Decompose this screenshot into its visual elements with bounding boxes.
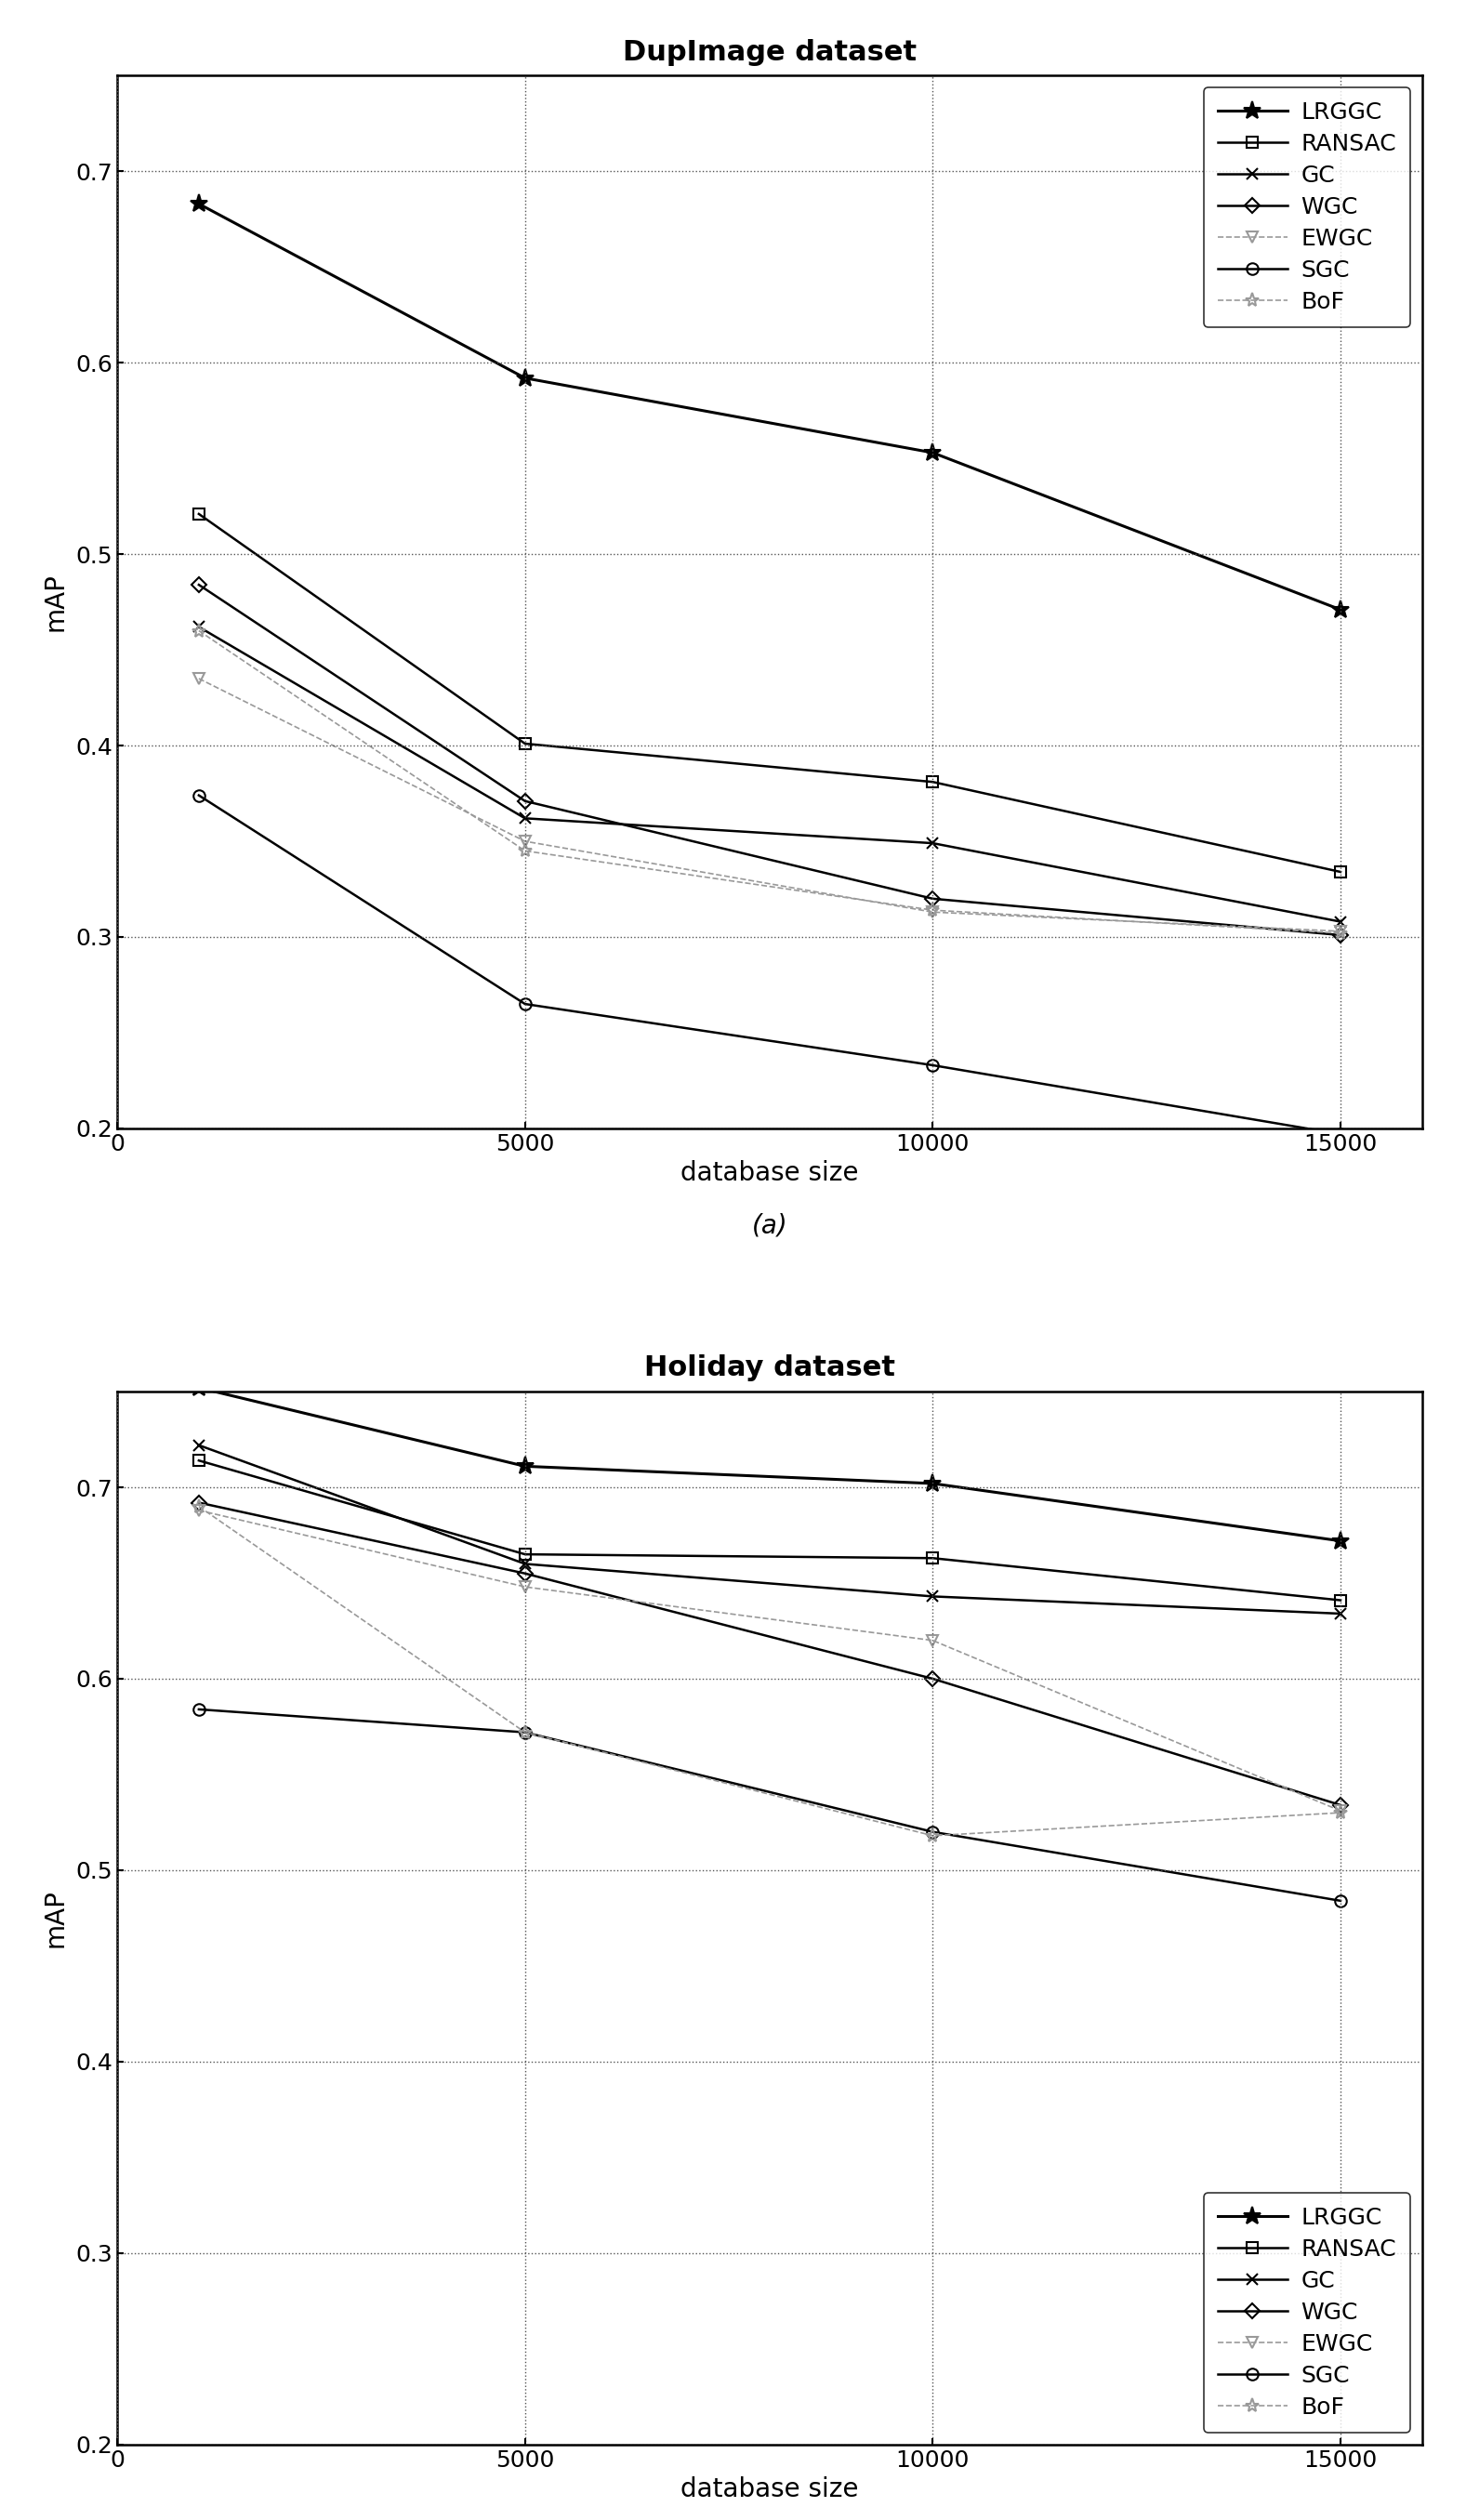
- EWGC: [1331, 1797, 1349, 1827]
- Line: SGC: SGC: [194, 1704, 1346, 1908]
- LRGGC: [1331, 595, 1349, 625]
- BoF: [516, 1716, 534, 1746]
- RANSAC: [191, 499, 208, 529]
- WGC: [924, 885, 941, 915]
- BoF: [516, 837, 534, 867]
- Line: LRGGC: LRGGC: [189, 1378, 1350, 1550]
- LRGGC: [516, 1452, 534, 1482]
- EWGC: [516, 827, 534, 857]
- Line: BoF: BoF: [192, 622, 1347, 940]
- LRGGC: [1331, 1525, 1349, 1555]
- WGC: [516, 786, 534, 816]
- GC: [1331, 1598, 1349, 1628]
- EWGC: [516, 1572, 534, 1603]
- GC: [924, 829, 941, 859]
- SGC: [1331, 1119, 1349, 1149]
- Line: SGC: SGC: [194, 789, 1346, 1139]
- Line: RANSAC: RANSAC: [194, 1454, 1346, 1605]
- BoF: [191, 1492, 208, 1522]
- SGC: [924, 1817, 941, 1847]
- EWGC: [1331, 917, 1349, 948]
- LRGGC: [191, 1373, 208, 1404]
- SGC: [516, 1716, 534, 1746]
- RANSAC: [1331, 1585, 1349, 1615]
- EWGC: [924, 1625, 941, 1656]
- RANSAC: [191, 1446, 208, 1477]
- SGC: [1331, 1885, 1349, 1915]
- SGC: [516, 988, 534, 1018]
- RANSAC: [1331, 857, 1349, 887]
- WGC: [191, 570, 208, 600]
- EWGC: [191, 663, 208, 693]
- RANSAC: [924, 766, 941, 796]
- BoF: [191, 615, 208, 645]
- GC: [924, 1580, 941, 1610]
- Y-axis label: mAP: mAP: [43, 572, 67, 630]
- Line: GC: GC: [194, 620, 1346, 927]
- BoF: [1331, 1797, 1349, 1827]
- X-axis label: database size: database size: [680, 2477, 859, 2502]
- EWGC: [191, 1494, 208, 1525]
- Line: EWGC: EWGC: [194, 673, 1346, 937]
- GC: [1331, 907, 1349, 937]
- SGC: [191, 781, 208, 811]
- Title: DupImage dataset: DupImage dataset: [623, 38, 916, 66]
- Legend: LRGGC, RANSAC, GC, WGC, EWGC, SGC, BoF: LRGGC, RANSAC, GC, WGC, EWGC, SGC, BoF: [1204, 88, 1410, 328]
- WGC: [924, 1663, 941, 1693]
- GC: [191, 1429, 208, 1459]
- SGC: [191, 1693, 208, 1724]
- Text: (a): (a): [752, 1212, 787, 1240]
- RANSAC: [516, 728, 534, 759]
- Legend: LRGGC, RANSAC, GC, WGC, EWGC, SGC, BoF: LRGGC, RANSAC, GC, WGC, EWGC, SGC, BoF: [1204, 2192, 1410, 2432]
- Line: BoF: BoF: [192, 1499, 1347, 1842]
- WGC: [191, 1487, 208, 1517]
- Line: LRGGC: LRGGC: [189, 194, 1350, 620]
- BoF: [1331, 917, 1349, 948]
- GC: [516, 804, 534, 834]
- Line: RANSAC: RANSAC: [194, 509, 1346, 877]
- EWGC: [924, 897, 941, 927]
- RANSAC: [924, 1542, 941, 1572]
- BoF: [924, 895, 941, 925]
- WGC: [1331, 920, 1349, 950]
- RANSAC: [516, 1540, 534, 1570]
- X-axis label: database size: database size: [680, 1159, 859, 1187]
- LRGGC: [924, 438, 941, 469]
- GC: [191, 612, 208, 643]
- LRGGC: [924, 1469, 941, 1499]
- WGC: [516, 1557, 534, 1588]
- Line: WGC: WGC: [194, 1497, 1346, 1809]
- Line: WGC: WGC: [194, 580, 1346, 940]
- BoF: [924, 1819, 941, 1850]
- GC: [516, 1550, 534, 1580]
- Line: EWGC: EWGC: [194, 1504, 1346, 1817]
- LRGGC: [516, 363, 534, 393]
- Title: Holiday dataset: Holiday dataset: [644, 1356, 896, 1381]
- LRGGC: [191, 189, 208, 219]
- Line: GC: GC: [194, 1439, 1346, 1620]
- WGC: [1331, 1789, 1349, 1819]
- SGC: [924, 1051, 941, 1081]
- Y-axis label: mAP: mAP: [43, 1890, 67, 1948]
